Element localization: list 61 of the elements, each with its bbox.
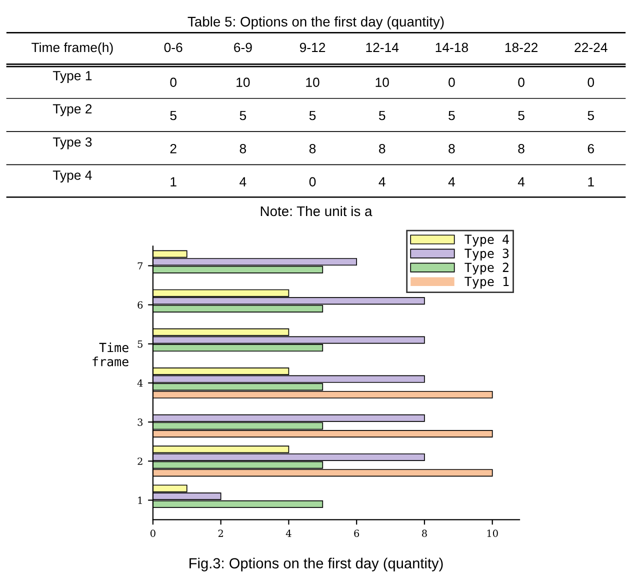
- y-tick-label: 4: [137, 379, 143, 387]
- data-label: 5: [518, 110, 524, 120]
- x-tick-label: 12-14: [366, 42, 399, 52]
- data-label: 4: [518, 177, 525, 186]
- y-tick-label: 2: [138, 458, 142, 465]
- y-tick-label: 1: [138, 496, 142, 504]
- data-label: 10: [236, 78, 250, 87]
- x-tick-label: 6: [354, 530, 360, 537]
- x-tick-label: 2: [218, 530, 223, 537]
- data-label: 8: [309, 144, 316, 154]
- legend-label: Type 4: [464, 234, 509, 246]
- x-axis-title: Time frame(h): [32, 42, 113, 55]
- legend-label: Type 1: [464, 276, 509, 289]
- data-label: 6: [588, 144, 594, 154]
- data-label: 5: [240, 110, 246, 120]
- data-label: 0: [518, 78, 524, 87]
- x-tick-label: 14-18: [436, 42, 468, 52]
- data-label: 5: [588, 110, 594, 120]
- data-label: 5: [448, 110, 455, 120]
- data-label: 4: [240, 177, 246, 186]
- data-label: 0: [448, 78, 455, 87]
- data-label: 10: [376, 78, 389, 87]
- y-tick-label: Type 3: [52, 137, 92, 150]
- x-tick-label: 18-22: [505, 42, 538, 52]
- y-tick-label: 3: [138, 418, 142, 426]
- data-label: 0: [170, 78, 176, 87]
- data-label: 5: [170, 110, 176, 120]
- data-label: 5: [309, 110, 316, 120]
- x-tick-label: 9-12: [300, 42, 326, 52]
- data-label: 8: [448, 144, 455, 154]
- x-tick-label: 22-24: [574, 42, 608, 52]
- legend-label: Type 2: [464, 262, 508, 275]
- text: Note: The unit is a: [260, 206, 372, 216]
- data-label: 0: [309, 177, 316, 186]
- data-label: 5: [378, 110, 386, 120]
- y-axis-title: Time frame: [92, 342, 128, 366]
- data-label: 10: [306, 78, 320, 87]
- data-label: 2: [170, 144, 176, 154]
- x-tick-label: 0: [150, 530, 156, 537]
- data-label: 1: [170, 177, 176, 186]
- data-label: 4: [378, 177, 386, 186]
- x-tick-label: 10: [487, 530, 498, 537]
- x-tick-label: 8: [422, 530, 427, 537]
- y-tick-label: 5: [138, 340, 142, 348]
- text: Fig.3: Options on the first day (quantity): [190, 558, 443, 572]
- y-tick-label: Type 4: [52, 170, 92, 182]
- y-tick-label: Type 2: [52, 104, 92, 116]
- data-label: 8: [379, 144, 386, 154]
- x-tick-label: 6-9: [234, 42, 252, 52]
- data-label: 8: [240, 144, 246, 154]
- y-tick-label: 6: [138, 301, 143, 309]
- x-tick-label: 0-6: [164, 42, 182, 52]
- legend-label: Type 3: [464, 248, 509, 261]
- data-label: 4: [448, 177, 455, 186]
- data-label: 0: [588, 78, 594, 87]
- data-label: 1: [588, 177, 594, 186]
- data-label: 8: [518, 144, 524, 154]
- y-tick-label: 7: [138, 262, 143, 270]
- chart-title: Table 5: Options on the first day (quantity): [188, 16, 444, 30]
- y-tick-label: Type 1: [52, 71, 92, 83]
- x-tick-label: 4: [286, 530, 292, 537]
